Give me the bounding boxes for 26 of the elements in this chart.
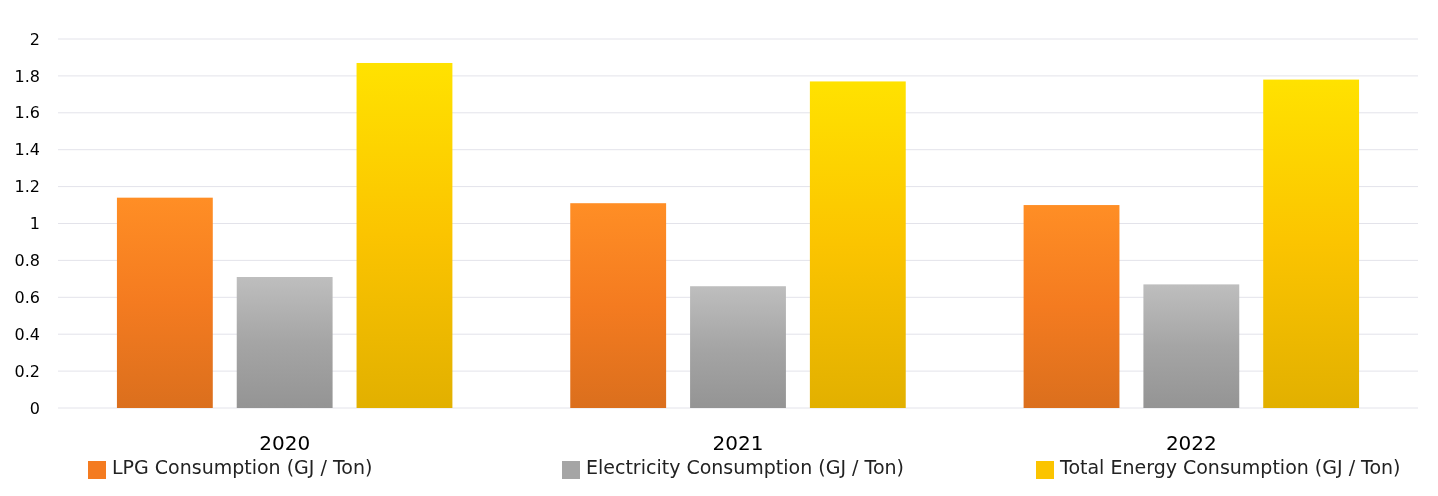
- bar: [1143, 284, 1240, 408]
- y-tick-label: 0: [29, 398, 40, 418]
- bar: [570, 203, 667, 408]
- x-tick-label: 2021: [712, 431, 764, 455]
- y-tick-label: 0.8: [14, 251, 40, 270]
- y-tick-label: 0.2: [14, 361, 40, 381]
- bar: [1023, 205, 1120, 408]
- y-tick-label: 1.2: [14, 177, 40, 197]
- bar: [116, 197, 213, 408]
- bar: [236, 277, 333, 408]
- bar: [356, 62, 453, 408]
- legend-label: Total Energy Consumption (GJ / Ton): [1059, 456, 1401, 478]
- x-tick-label: 2022: [1165, 431, 1217, 455]
- y-tick-label: 0.4: [14, 324, 40, 344]
- legend-label: LPG Consumption (GJ / Ton): [112, 456, 373, 478]
- legend-label: Electricity Consumption (GJ / Ton): [586, 456, 904, 478]
- y-tick-label: 1.8: [14, 66, 40, 86]
- bar: [690, 286, 786, 408]
- y-tick-label: 1.6: [14, 103, 40, 123]
- y-tick-label: 1.4: [14, 140, 40, 160]
- y-tick-label: 0.6: [14, 287, 40, 307]
- x-tick-label: 2020: [259, 431, 311, 455]
- y-tick-label: 1: [29, 214, 40, 234]
- y-tick-label: 2: [29, 29, 40, 49]
- bar: [1263, 79, 1360, 408]
- bar: [809, 81, 906, 408]
